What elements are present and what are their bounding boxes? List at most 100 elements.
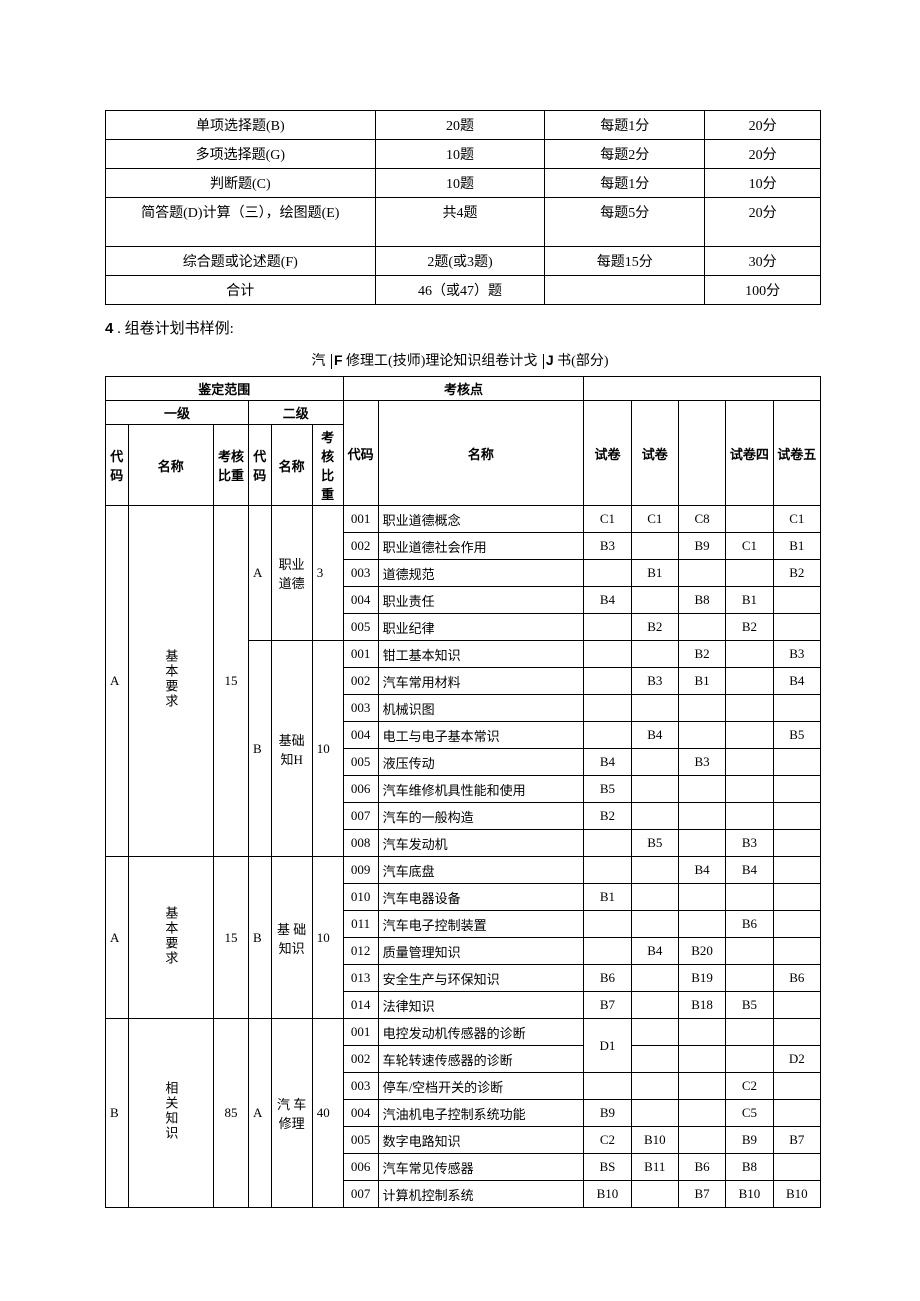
kp-code: 009 [343,857,378,884]
l1-name: 基本要求 [128,506,213,857]
kp-name: 安全生产与环保知识 [378,965,584,992]
paper-cell: B4 [584,749,631,776]
paper-cell [726,722,773,749]
paper-cell [726,1019,773,1046]
l2-weight: 3 [312,506,343,641]
paper-cell: B20 [678,938,725,965]
header-row-2: 一级 二级 代码 名称 试卷 试卷 试卷四 试卷五 [106,401,821,425]
kp-name: 液压传动 [378,749,584,776]
table-cell: 每题2分 [545,140,705,169]
kp-name: 数字电路知识 [378,1127,584,1154]
table-row: 单项选择题(B)20题每题1分20分 [106,111,821,140]
kp-name: 计算机控制系统 [378,1181,584,1208]
paper-cell [773,587,820,614]
paper-cell: B6 [726,911,773,938]
kp-name: 汽车常见传感器 [378,1154,584,1181]
paper-cell: C1 [631,506,678,533]
paper-cell [726,749,773,776]
paper-cell: B9 [584,1100,631,1127]
l2-code: A [248,1019,271,1208]
table-cell: 20分 [705,198,821,247]
table-cell: 每题15分 [545,247,705,276]
paper-cell [584,695,631,722]
paper-cell: B7 [584,992,631,1019]
kp-name: 停车/空档开关的诊断 [378,1073,584,1100]
table-cell: 每题1分 [545,111,705,140]
l1-name: 基本要求 [128,857,213,1019]
table-cell: 简答题(D)计算（三），绘图题(E) [106,198,376,247]
kp-code: 006 [343,1154,378,1181]
table-cell: 30分 [705,247,821,276]
table-row: A基本要求15A职业道德3001职业道德概念C1C1C8C1 [106,506,821,533]
paper-cell [631,992,678,1019]
h-range: 鉴定范围 [106,377,344,401]
h-p1: 试卷 [584,401,631,506]
l1-name: 相关知识 [128,1019,213,1208]
paper-cell: B6 [584,965,631,992]
kp-code: 005 [343,614,378,641]
table-cell: 2题(或3题) [375,247,545,276]
kp-name: 法律知识 [378,992,584,1019]
paper-cell [726,506,773,533]
paper-cell [773,803,820,830]
kp-name: 汽油机电子控制系统功能 [378,1100,584,1127]
paper-cell [584,668,631,695]
table-row: B相关知识85A汽 车修理40001电控发动机传感器的诊断D1 [106,1019,821,1046]
kp-code: 007 [343,1181,378,1208]
paper-cell [773,614,820,641]
paper-cell: B11 [631,1154,678,1181]
paper-cell [726,965,773,992]
exam-plan-table: 鉴定范围 考核点 一级 二级 代码 名称 试卷 试卷 试卷四 试卷五 代码 名称… [105,376,821,1208]
table-cell: 每题1分 [545,169,705,198]
paper-cell [631,776,678,803]
paper-cell: B1 [678,668,725,695]
h-l2: 二级 [248,401,343,425]
paper-cell: B3 [773,641,820,668]
paper-cell [631,911,678,938]
main-table-caption: 汽 F 修理工(技师)理论知识组卷计戈 J 书(部分) [0,350,920,370]
paper-cell [678,1019,725,1046]
paper-cell: B2 [726,614,773,641]
l2-code: B [248,857,271,1019]
paper-cell: C1 [584,506,631,533]
paper-cell: B6 [678,1154,725,1181]
kp-code: 004 [343,587,378,614]
section-text: . 组卷计划书样例: [113,321,233,337]
paper-cell: B5 [631,830,678,857]
paper-cell: D1 [584,1019,631,1073]
kp-code: 010 [343,884,378,911]
paper-cell [726,695,773,722]
paper-cell [773,992,820,1019]
kp-name: 职业道德概念 [378,506,584,533]
kp-code: 001 [343,506,378,533]
paper-cell [678,803,725,830]
l2-name: 汽 车修理 [271,1019,312,1208]
kp-code: 011 [343,911,378,938]
l2-weight: 10 [312,641,343,857]
paper-cell [773,830,820,857]
paper-cell [631,1073,678,1100]
paper-cell [584,1073,631,1100]
table-cell: 合计 [106,276,376,305]
kp-code: 006 [343,776,378,803]
table-row: 判断题(C)10题每题1分10分 [106,169,821,198]
table-cell: 单项选择题(B) [106,111,376,140]
paper-cell [678,1046,725,1073]
paper-cell: B2 [631,614,678,641]
page: 单项选择题(B)20题每题1分20分多项选择题(G)10题每题2分20分判断题(… [0,110,920,1208]
l1-code: A [106,857,129,1019]
table-cell [545,276,705,305]
paper-cell: B1 [726,587,773,614]
l1-weight: 85 [214,1019,249,1208]
paper-cell: B5 [773,722,820,749]
paper-cell: B4 [726,857,773,884]
paper-cell [726,1046,773,1073]
paper-cell: C5 [726,1100,773,1127]
table-row: 多项选择题(G)10题每题2分20分 [106,140,821,169]
l1-code: B [106,1019,129,1208]
paper-cell [631,1019,678,1046]
l2-name: 基 础知识 [271,857,312,1019]
kp-name: 汽车电器设备 [378,884,584,911]
kp-name: 车轮转速传感器的诊断 [378,1046,584,1073]
kp-code: 001 [343,641,378,668]
